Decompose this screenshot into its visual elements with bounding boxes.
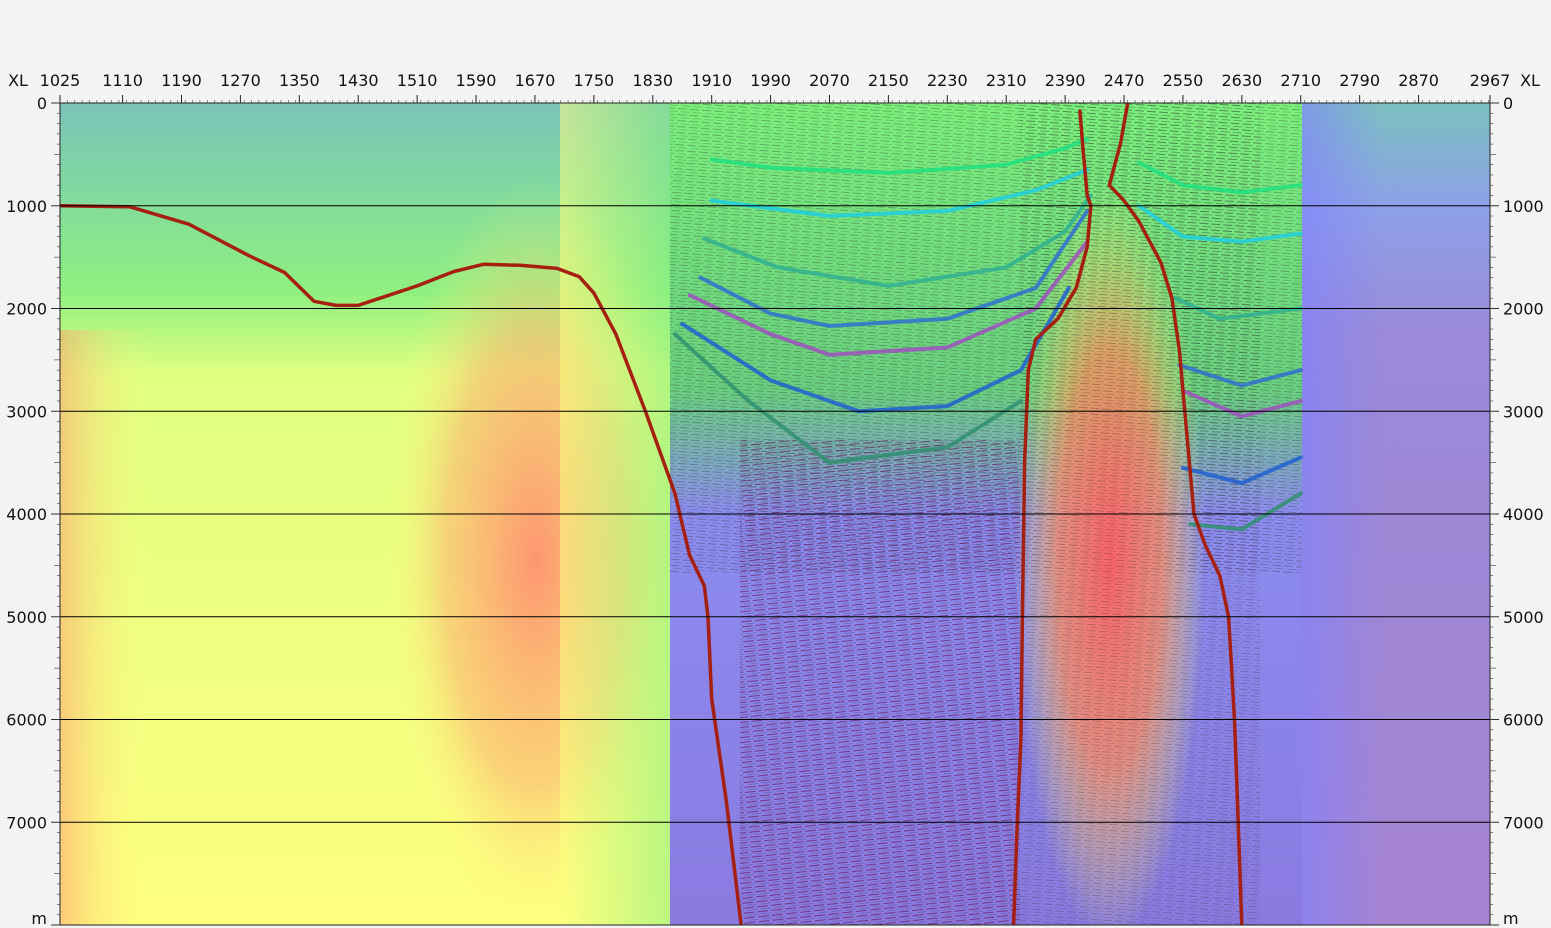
x-tick-label-1750: 1750 <box>573 71 614 90</box>
y-tick-label-left-5000: 5000 <box>6 608 47 627</box>
y-tick-label-left-1000: 1000 <box>6 197 47 216</box>
horizon-line-3[interactable] <box>702 193 1093 288</box>
x-tick-label-1430: 1430 <box>338 71 379 90</box>
horizon-line-4[interactable] <box>698 208 1090 328</box>
x-tick-label-1670: 1670 <box>515 71 556 90</box>
x-tick-label-2710: 2710 <box>1280 71 1321 90</box>
x-tick-label-2967: 2967 <box>1470 71 1511 90</box>
y-tick-label-right-1000: 1000 <box>1503 197 1544 216</box>
y-tick-label-right-2000: 2000 <box>1503 300 1544 319</box>
y-tick-label-right-3000: 3000 <box>1503 402 1544 421</box>
x-tick-label-2630: 2630 <box>1221 71 1262 90</box>
y-tick-label-left-6000: 6000 <box>6 711 47 730</box>
horizons <box>672 137 1303 532</box>
y-tick-label-left-7000: 7000 <box>6 813 47 832</box>
y-tick-label-right-7000: 7000 <box>1503 813 1544 832</box>
y-tick-label-left-0: 0 <box>37 94 47 113</box>
velocity-edge-left <box>60 330 150 925</box>
x-tick-label-1110: 1110 <box>102 71 143 90</box>
x-tick-label-1270: 1270 <box>220 71 261 90</box>
x-tick-label-1990: 1990 <box>750 71 791 90</box>
x-tick-label-1190: 1190 <box>161 71 202 90</box>
horizon-line-2[interactable] <box>709 167 1090 218</box>
horizon-line-7-right[interactable] <box>1188 491 1303 532</box>
x-tick-label-2150: 2150 <box>868 71 909 90</box>
horizon-line-2-right[interactable] <box>1136 203 1303 244</box>
horizon-line-1[interactable] <box>709 137 1090 175</box>
y-unit-label-right: m <box>1503 909 1519 928</box>
y-unit-label-left: m <box>31 909 47 928</box>
axes: 1025 1110 1190 1270 1350 1430 1510 1590 1670 1750… <box>6 71 1543 928</box>
x-tick-label-1350: 1350 <box>279 71 320 90</box>
y-tick-label-right-5000: 5000 <box>1503 608 1544 627</box>
y-tick-label-right-4000: 4000 <box>1503 505 1544 524</box>
horizon-line-6[interactable] <box>680 286 1071 414</box>
x-tick-label-1510: 1510 <box>397 71 438 90</box>
y-tick-label-right-0: 0 <box>1503 94 1513 113</box>
seismic-reflectors-deep <box>740 440 1020 925</box>
x-tick-label-2790: 2790 <box>1339 71 1380 90</box>
y-tick-label-left-4000: 4000 <box>6 505 47 524</box>
horizon-line-3-right[interactable] <box>1173 296 1303 321</box>
x-tick-label-2550: 2550 <box>1163 71 1204 90</box>
horizon-line-5[interactable] <box>687 239 1090 357</box>
x-tick-label-2230: 2230 <box>927 71 968 90</box>
horizon-line-1-right[interactable] <box>1136 160 1303 195</box>
horizon-line-4-right[interactable] <box>1177 363 1303 388</box>
x-tick-label-2470: 2470 <box>1104 71 1145 90</box>
plot-area <box>60 103 1490 925</box>
y-tick-label-left-3000: 3000 <box>6 402 47 421</box>
x-tick-label-2870: 2870 <box>1398 71 1439 90</box>
x-tick-label-1830: 1830 <box>632 71 673 90</box>
fault-line-1[interactable] <box>60 204 743 925</box>
x-tick-label-1910: 1910 <box>691 71 732 90</box>
x-tick-label-2390: 2390 <box>1045 71 1086 90</box>
x-tick-label-2310: 2310 <box>986 71 1027 90</box>
horizon-line-6-right[interactable] <box>1180 455 1303 486</box>
x-tick-label-1590: 1590 <box>456 71 497 90</box>
x-tick-label-2070: 2070 <box>809 71 850 90</box>
fault-line-3[interactable] <box>1107 103 1244 925</box>
x-axis-label-right: XL <box>1520 71 1540 90</box>
horizon-line-5-right[interactable] <box>1180 388 1303 419</box>
x-axis-label-left: XL <box>8 71 28 90</box>
x-tick-label-1025: 1025 <box>40 71 81 90</box>
y-tick-label-right-6000: 6000 <box>1503 711 1544 730</box>
horizon-line-7[interactable] <box>672 332 1023 465</box>
gridlines <box>60 205 1490 823</box>
y-tick-label-left-2000: 2000 <box>6 300 47 319</box>
